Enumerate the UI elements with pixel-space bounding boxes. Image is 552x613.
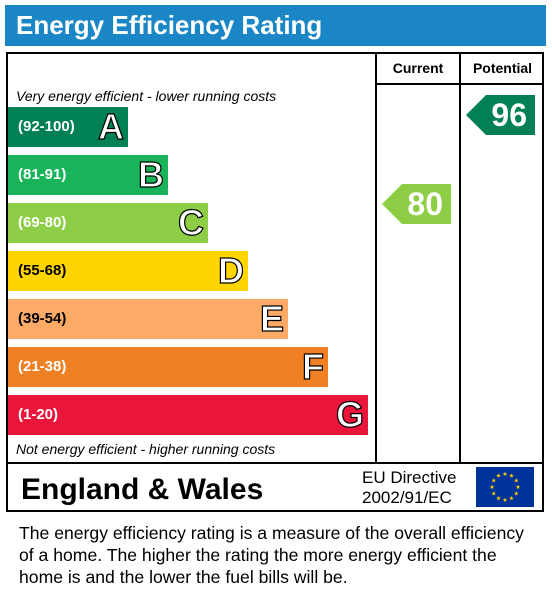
divider-current: [375, 52, 377, 464]
column-header-current: Current: [392, 60, 444, 76]
band-range-label: (21-38): [18, 358, 67, 375]
description-text: The energy efficiency rating is a measur…: [19, 523, 524, 587]
flag-star: [515, 484, 521, 489]
band-b: (81-91) B: [8, 153, 168, 196]
current-rating-value: 80: [407, 186, 443, 222]
band-letter-label: C: [177, 201, 204, 243]
band-range-label: (55-68): [18, 262, 67, 279]
band-range-label: (92-100): [18, 118, 75, 135]
band-range-label: (69-80): [18, 214, 67, 231]
flag-star: [509, 473, 514, 478]
band-a: (92-100) A: [8, 105, 128, 148]
flag-star: [489, 484, 495, 489]
rating-chart-frame: [6, 52, 544, 512]
directive-line-1: EU Directive: [362, 468, 457, 487]
band-range-label: (39-54): [18, 310, 67, 327]
potential-rating-value: 96: [491, 97, 527, 133]
column-header-potential: Potential: [472, 60, 533, 76]
directive-line-2: 2002/91/EC: [362, 488, 452, 507]
potential-rating-arrow: 96: [466, 95, 535, 135]
flag-star: [502, 497, 508, 502]
chart-title: Energy Efficiency Rating: [16, 10, 323, 40]
flag-star: [502, 471, 508, 476]
band-letter-label: G: [335, 393, 364, 435]
flag-star: [513, 491, 519, 496]
band-letter-label: B: [137, 153, 164, 195]
title-bar: [5, 5, 546, 46]
eu-directive: EU Directive 2002/91/EC: [362, 468, 456, 508]
band-c: (69-80) C: [8, 201, 208, 244]
band-letter-label: E: [259, 297, 284, 339]
flag-star: [491, 491, 497, 496]
band-f: (21-38) F: [8, 345, 328, 388]
footer-divider: [6, 462, 544, 464]
band-g: (1-20) G: [8, 393, 368, 436]
band-letter-label: D: [217, 249, 244, 291]
eu-flag-icon: [476, 467, 534, 507]
header-underline: [375, 83, 544, 85]
country-label: England & Wales: [21, 473, 264, 506]
flag-star: [491, 478, 497, 483]
flag-star: [496, 473, 501, 478]
top-note: Very energy efficient - lower running co…: [16, 88, 277, 104]
band-range-label: (81-91): [18, 166, 67, 183]
band-letter-label: F: [301, 345, 324, 387]
band-e: (39-54) E: [8, 297, 288, 340]
divider-potential: [459, 52, 461, 464]
band-range-label: (1-20): [18, 406, 59, 423]
band-letter-label: A: [97, 105, 124, 147]
flag-star: [509, 495, 514, 501]
bottom-note: Not energy efficient - higher running co…: [16, 441, 276, 457]
band-d: (55-68) D: [8, 249, 248, 292]
flag-star: [496, 495, 501, 501]
flag-star: [513, 478, 519, 483]
